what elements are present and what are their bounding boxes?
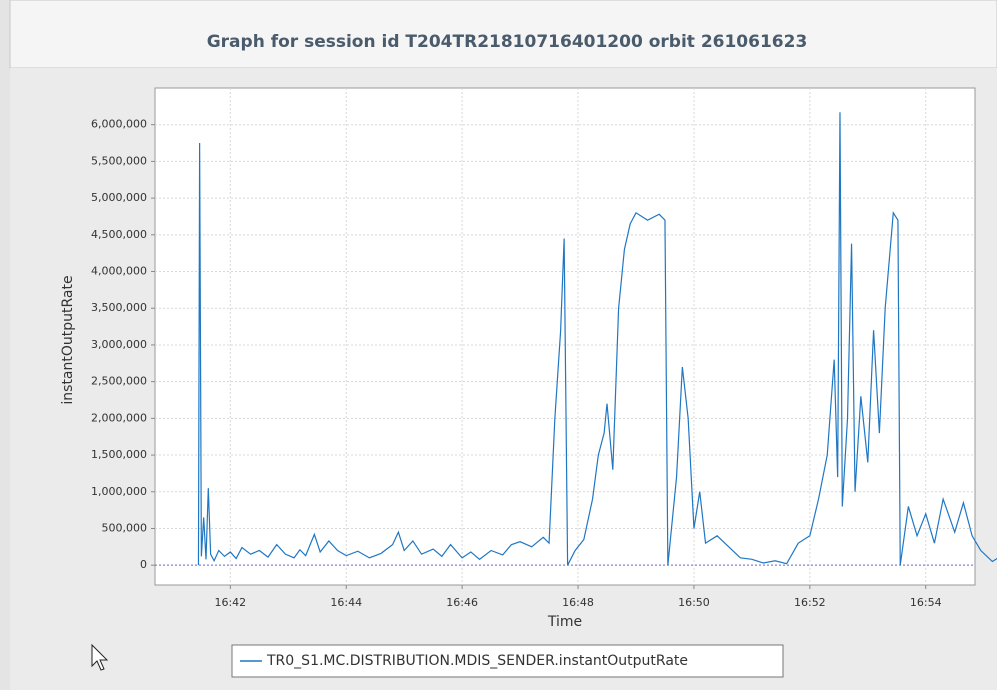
x-axis-label: Time — [547, 614, 582, 630]
y-tick-label: 1,000,000 — [91, 485, 147, 498]
series-line — [197, 112, 997, 566]
x-tick-label: 16:44 — [330, 596, 362, 609]
legend — [231, 644, 784, 678]
y-tick-label: 2,500,000 — [91, 375, 147, 388]
x-tick-label: 16:54 — [910, 596, 942, 609]
x-tick-label: 16:48 — [562, 596, 594, 609]
y-tick-label: 1,500,000 — [91, 448, 147, 461]
y-tick-label: 4,000,000 — [91, 265, 147, 278]
title-bar — [9, 0, 997, 69]
x-tick-label: 16:46 — [446, 596, 478, 609]
chart-title: Graph for session id T204TR2181071640120… — [207, 32, 808, 52]
x-tick-label: 16:42 — [214, 596, 246, 609]
y-tick-label: 2,000,000 — [91, 411, 147, 424]
x-tick-label: 16:50 — [678, 596, 710, 609]
legend-label: TR0_S1.MC.DISTRIBUTION.MDIS_SENDER.insta… — [266, 653, 688, 669]
y-tick-label: 5,500,000 — [91, 154, 147, 167]
y-tick-label: 3,500,000 — [91, 301, 147, 314]
mouse-cursor — [91, 643, 109, 671]
x-tick-label: 16:52 — [794, 596, 826, 609]
y-axis-label: instantOutputRate — [60, 275, 76, 404]
y-tick-label: 5,000,000 — [91, 191, 147, 204]
y-tick-label: 4,500,000 — [91, 228, 147, 241]
y-tick-label: 3,000,000 — [91, 338, 147, 351]
y-tick-label: 6,000,000 — [91, 118, 147, 131]
y-tick-label: 0 — [140, 558, 147, 571]
y-tick-label: 500,000 — [102, 521, 148, 534]
